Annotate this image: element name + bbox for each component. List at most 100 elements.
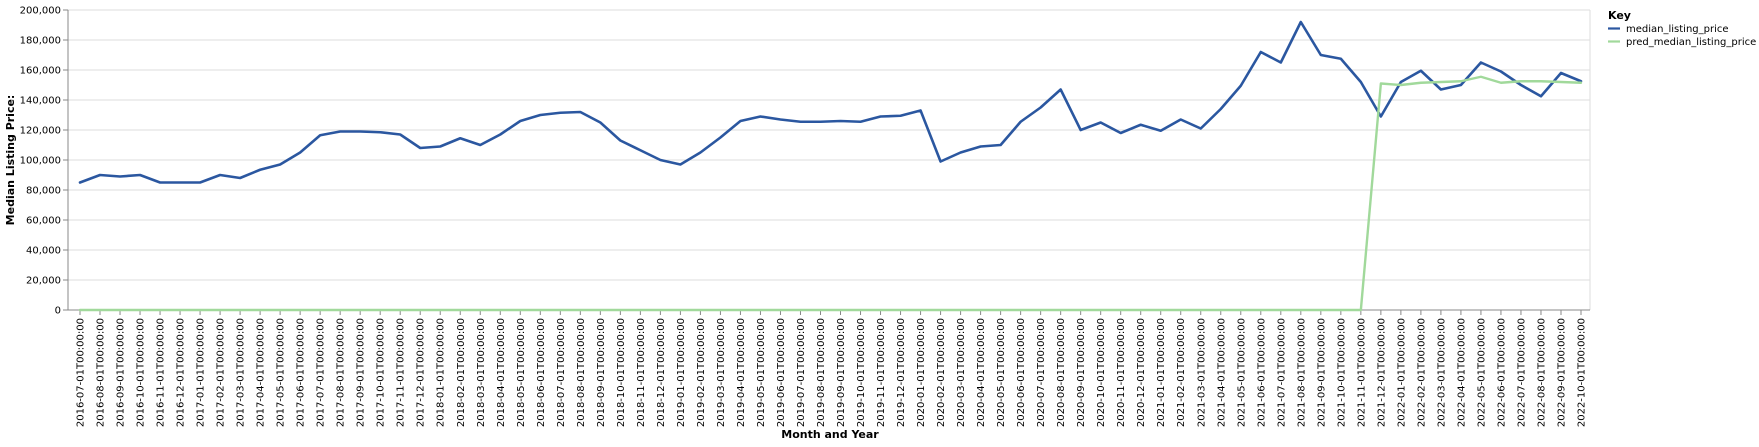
x-tick-label: 2018-07-01T00:00:00 <box>556 318 567 427</box>
x-tick-label: 2022-10-01T00:00:00 <box>1577 318 1588 427</box>
x-tick-label: 2021-04-01T00:00:00 <box>1216 318 1227 427</box>
x-tick-label: 2022-04-01T00:00:00 <box>1456 318 1467 427</box>
x-tick-label: 2022-07-01T00:00:00 <box>1516 318 1527 427</box>
x-tick-label: 2017-04-01T00:00:00 <box>256 318 267 427</box>
y-tick-label: 80,000 <box>26 186 61 197</box>
x-tick-label: 2022-08-01T00:00:00 <box>1536 318 1547 427</box>
legend-label: pred_median_listing_price <box>1626 37 1756 48</box>
x-tick-label: 2017-06-01T00:00:00 <box>296 318 307 427</box>
x-tick-label: 2018-04-01T00:00:00 <box>496 318 507 427</box>
x-tick-label: 2016-12-01T00:00:00 <box>176 318 187 427</box>
y-tick-label: 160,000 <box>20 66 61 77</box>
x-tick-label: 2020-08-01T00:00:00 <box>1056 318 1067 427</box>
x-tick-label: 2017-02-01T00:00:00 <box>216 318 227 427</box>
x-tick-label: 2018-09-01T00:00:00 <box>596 318 607 427</box>
x-tick-label: 2018-02-01T00:00:00 <box>456 318 467 427</box>
y-tick-label: 20,000 <box>26 276 61 287</box>
x-tick-label: 2020-07-01T00:00:00 <box>1036 318 1047 427</box>
x-tick-label: 2020-02-01T00:00:00 <box>936 318 947 427</box>
x-tick-label: 2019-04-01T00:00:00 <box>736 318 747 427</box>
x-tick-label: 2019-06-01T00:00:00 <box>776 318 787 427</box>
x-tick-label: 2016-11-01T00:00:00 <box>156 318 167 427</box>
x-tick-label: 2017-05-01T00:00:00 <box>276 318 287 427</box>
x-tick-label: 2022-02-01T00:00:00 <box>1416 318 1427 427</box>
x-tick-label: 2021-10-01T00:00:00 <box>1336 318 1347 427</box>
x-tick-label: 2021-11-01T00:00:00 <box>1356 318 1367 427</box>
x-tick-label: 2022-03-01T00:00:00 <box>1436 318 1447 427</box>
x-tick-label: 2021-05-01T00:00:00 <box>1236 318 1247 427</box>
x-tick-label: 2018-05-01T00:00:00 <box>516 318 527 427</box>
x-tick-label: 2017-07-01T00:00:00 <box>316 318 327 427</box>
x-tick-label: 2020-11-01T00:00:00 <box>1116 318 1127 427</box>
x-tick-label: 2017-03-01T00:00:00 <box>236 318 247 427</box>
x-tick-label: 2020-10-01T00:00:00 <box>1096 318 1107 427</box>
series-line-pred_median_listing_price <box>78 75 1583 312</box>
x-tick-label: 2020-01-01T00:00:00 <box>916 318 927 427</box>
x-tick-label: 2018-08-01T00:00:00 <box>576 318 587 427</box>
x-tick-label: 2016-09-01T00:00:00 <box>116 318 127 427</box>
x-tick-label: 2018-01-01T00:00:00 <box>436 318 447 427</box>
x-tick-label: 2020-09-01T00:00:00 <box>1076 318 1087 427</box>
x-tick-label: 2019-12-01T00:00:00 <box>896 318 907 427</box>
x-tick-label: 2021-01-01T00:00:00 <box>1156 318 1167 427</box>
x-tick-label: 2022-01-01T00:00:00 <box>1396 318 1407 427</box>
x-tick-label: 2021-09-01T00:00:00 <box>1316 318 1327 427</box>
y-tick-label: 140,000 <box>20 96 61 107</box>
legend: Key median_listing_price pred_median_list… <box>1608 9 1756 48</box>
x-tick-label: 2019-01-01T00:00:00 <box>676 318 687 427</box>
x-tick-label: 2018-03-01T00:00:00 <box>476 318 487 427</box>
x-tick-label: 2017-09-01T00:00:00 <box>356 318 367 427</box>
legend-label: median_listing_price <box>1626 24 1729 35</box>
x-axis: 2016-07-01T00:00:00 2016-08-01T00:00:00 20… <box>68 309 1590 427</box>
x-tick-label: 2021-08-01T00:00:00 <box>1296 318 1307 427</box>
x-tick-label: 2018-12-01T00:00:00 <box>656 318 667 427</box>
x-tick-label: 2022-09-01T00:00:00 <box>1556 318 1567 427</box>
y-tick-label: 40,000 <box>26 246 61 257</box>
x-tick-label: 2019-08-01T00:00:00 <box>816 318 827 427</box>
x-tick-label: 2021-07-01T00:00:00 <box>1276 318 1287 427</box>
y-tick-label: 180,000 <box>20 36 61 47</box>
x-tick-label: 2019-07-01T00:00:00 <box>796 318 807 427</box>
x-tick-label: 2017-12-01T00:00:00 <box>416 318 427 427</box>
y-axis: 0 20,000 40,000 60,000 80,000 100,000 120,000 1… <box>20 6 69 317</box>
x-tick-label: 2017-10-01T00:00:00 <box>376 318 387 427</box>
x-tick-label: 2017-01-01T00:00:00 <box>196 318 207 427</box>
x-tick-label: 2020-05-01T00:00:00 <box>996 318 1007 427</box>
x-tick-label: 2018-10-01T00:00:00 <box>616 318 627 427</box>
x-tick-label: 2022-05-01T00:00:00 <box>1476 318 1487 427</box>
x-tick-label: 2020-03-01T00:00:00 <box>956 318 967 427</box>
x-tick-label: 2020-06-01T00:00:00 <box>1016 318 1027 427</box>
y-tick-label: 60,000 <box>26 216 61 227</box>
y-tick-label: 200,000 <box>20 6 61 17</box>
y-tick-label: 100,000 <box>20 156 61 167</box>
x-tick-label: 2022-06-01T00:00:00 <box>1496 318 1507 427</box>
x-tick-label: 2021-03-01T00:00:00 <box>1196 318 1207 427</box>
y-tick-label: 0 <box>55 306 61 317</box>
legend-title: Key <box>1608 9 1631 22</box>
x-tick-label: 2019-10-01T00:00:00 <box>856 318 867 427</box>
series-line-median_listing_price <box>78 20 1583 184</box>
x-tick-label: 2019-03-01T00:00:00 <box>716 318 727 427</box>
x-tick-label: 2021-06-01T00:00:00 <box>1256 318 1267 427</box>
x-tick-label: 2017-08-01T00:00:00 <box>336 318 347 427</box>
x-tick-label: 2020-12-01T00:00:00 <box>1136 318 1147 427</box>
y-tick-label: 120,000 <box>20 126 61 137</box>
x-tick-label: 2017-11-01T00:00:00 <box>396 318 407 427</box>
x-tick-label: 2019-09-01T00:00:00 <box>836 318 847 427</box>
x-tick-label: 2016-08-01T00:00:00 <box>96 318 107 427</box>
y-axis-title: Median Listing Price: <box>4 95 17 226</box>
grid-lines <box>68 9 1591 311</box>
x-tick-label: 2016-07-01T00:00:00 <box>76 318 87 427</box>
x-tick-label: 2021-02-01T00:00:00 <box>1176 318 1187 427</box>
x-tick-label: 2020-04-01T00:00:00 <box>976 318 987 427</box>
x-tick-label: 2019-05-01T00:00:00 <box>756 318 767 427</box>
x-tick-label: 2018-11-01T00:00:00 <box>636 318 647 427</box>
x-tick-label: 2019-02-01T00:00:00 <box>696 318 707 427</box>
x-tick-label: 2018-06-01T00:00:00 <box>536 318 547 427</box>
x-tick-label: 2016-10-01T00:00:00 <box>136 318 147 427</box>
x-tick-label: 2019-11-01T00:00:00 <box>876 318 887 427</box>
x-tick-label: 2021-12-01T00:00:00 <box>1376 318 1387 427</box>
series-lines <box>78 20 1583 312</box>
x-axis-title: Month and Year <box>781 428 879 441</box>
